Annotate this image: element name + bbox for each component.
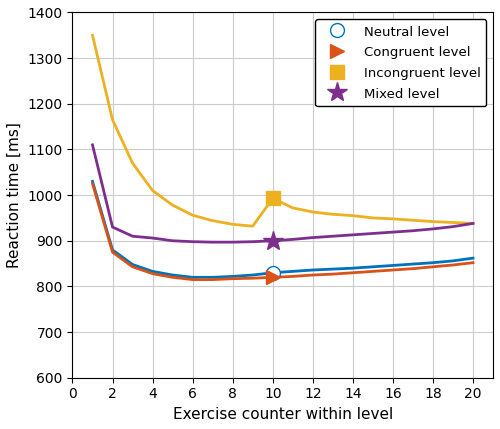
Legend: Neutral level, Congruent level, Incongruent level, Mixed level: Neutral level, Congruent level, Incongru… [316, 19, 486, 106]
Y-axis label: Reaction time [ms]: Reaction time [ms] [7, 122, 22, 268]
X-axis label: Exercise counter within level: Exercise counter within level [172, 407, 393, 422]
